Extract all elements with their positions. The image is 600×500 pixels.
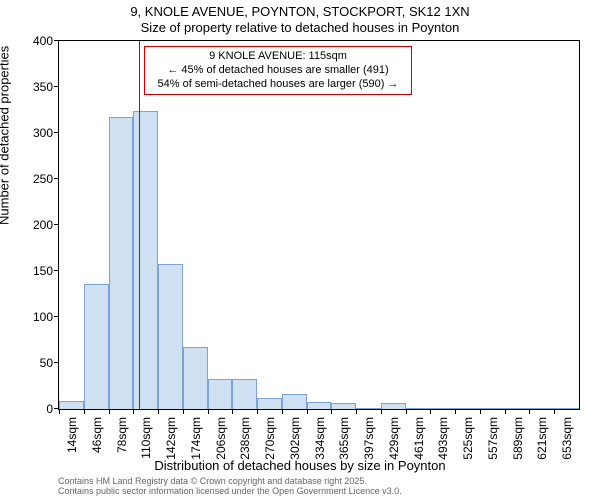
histogram-bar	[109, 117, 134, 409]
annotation-line3: 54% of semi-detached houses are larger (…	[151, 78, 405, 92]
x-tick-mark	[84, 409, 85, 414]
footer-attribution: Contains HM Land Registry data © Crown c…	[58, 476, 402, 497]
x-tick-label: 621sqm	[535, 417, 549, 460]
histogram-bar	[257, 398, 282, 409]
histogram-bar	[307, 402, 332, 409]
y-tick-label: 400	[33, 34, 59, 48]
chart-title-line1: 9, KNOLE AVENUE, POYNTON, STOCKPORT, SK1…	[0, 4, 600, 19]
histogram-bar	[554, 408, 579, 409]
x-tick-label: 174sqm	[189, 417, 203, 460]
footer-line1: Contains HM Land Registry data © Crown c…	[58, 476, 402, 486]
y-axis-label: Number of detached properties	[0, 46, 12, 225]
x-tick-label: 78sqm	[115, 417, 129, 453]
x-tick-mark	[59, 409, 60, 414]
x-tick-mark	[505, 409, 506, 414]
x-tick-label: 397sqm	[362, 417, 376, 460]
x-tick-label: 365sqm	[337, 417, 351, 460]
histogram-bar	[529, 408, 554, 409]
plot-area: 9 KNOLE AVENUE: 115sqm← 45% of detached …	[58, 40, 580, 410]
histogram-bar	[232, 379, 257, 409]
histogram-bar	[406, 408, 431, 409]
x-tick-mark	[232, 409, 233, 414]
chart-title-line2: Size of property relative to detached ho…	[0, 20, 600, 35]
x-tick-mark	[554, 409, 555, 414]
x-tick-label: 429sqm	[387, 417, 401, 460]
x-tick-mark	[529, 409, 530, 414]
histogram-bar	[59, 401, 84, 409]
histogram-bar	[282, 394, 307, 409]
annotation-box: 9 KNOLE AVENUE: 115sqm← 45% of detached …	[144, 46, 412, 95]
y-tick-label: 200	[33, 218, 59, 232]
reference-line	[139, 41, 140, 409]
x-tick-mark	[133, 409, 134, 414]
histogram-bar	[381, 403, 406, 409]
x-tick-label: 206sqm	[214, 417, 228, 460]
x-tick-label: 270sqm	[263, 417, 277, 460]
x-tick-label: 557sqm	[486, 417, 500, 460]
footer-line2: Contains public sector information licen…	[58, 486, 402, 496]
histogram-bar	[133, 111, 158, 409]
x-tick-label: 461sqm	[412, 417, 426, 460]
histogram-bar	[480, 408, 505, 409]
x-tick-label: 334sqm	[313, 417, 327, 460]
x-tick-mark	[183, 409, 184, 414]
x-tick-mark	[381, 409, 382, 414]
annotation-line1: 9 KNOLE AVENUE: 115sqm	[151, 50, 405, 64]
x-tick-mark	[307, 409, 308, 414]
y-tick-label: 150	[33, 264, 59, 278]
x-tick-mark	[406, 409, 407, 414]
x-tick-mark	[331, 409, 332, 414]
x-tick-mark	[430, 409, 431, 414]
y-tick-label: 350	[33, 80, 59, 94]
histogram-bar	[208, 379, 233, 409]
x-tick-mark	[455, 409, 456, 414]
chart-container: 9, KNOLE AVENUE, POYNTON, STOCKPORT, SK1…	[0, 0, 600, 500]
y-tick-label: 300	[33, 126, 59, 140]
x-tick-mark	[109, 409, 110, 414]
x-tick-label: 302sqm	[288, 417, 302, 460]
y-tick-label: 100	[33, 310, 59, 324]
x-tick-label: 46sqm	[90, 417, 104, 453]
x-tick-mark	[257, 409, 258, 414]
x-axis-label: Distribution of detached houses by size …	[0, 458, 600, 473]
histogram-bar	[455, 408, 480, 409]
x-tick-mark	[356, 409, 357, 414]
x-tick-mark	[480, 409, 481, 414]
x-tick-label: 142sqm	[164, 417, 178, 460]
histogram-bar	[158, 264, 183, 409]
y-tick-label: 50	[40, 356, 59, 370]
histogram-bar	[183, 347, 208, 409]
y-tick-label: 250	[33, 172, 59, 186]
histogram-bar	[356, 408, 381, 409]
histogram-bar	[331, 403, 356, 409]
x-tick-label: 238sqm	[238, 417, 252, 460]
x-tick-label: 493sqm	[436, 417, 450, 460]
x-tick-mark	[282, 409, 283, 414]
x-tick-label: 525sqm	[461, 417, 475, 460]
x-tick-label: 14sqm	[65, 417, 79, 453]
x-tick-label: 653sqm	[560, 417, 574, 460]
histogram-bar	[84, 284, 109, 409]
histogram-bar	[505, 408, 530, 409]
annotation-line2: ← 45% of detached houses are smaller (49…	[151, 64, 405, 78]
x-tick-label: 110sqm	[139, 417, 153, 459]
histogram-bar	[430, 408, 455, 409]
y-tick-label: 0	[46, 402, 59, 416]
x-tick-mark	[158, 409, 159, 414]
x-tick-label: 589sqm	[511, 417, 525, 460]
x-tick-mark	[208, 409, 209, 414]
